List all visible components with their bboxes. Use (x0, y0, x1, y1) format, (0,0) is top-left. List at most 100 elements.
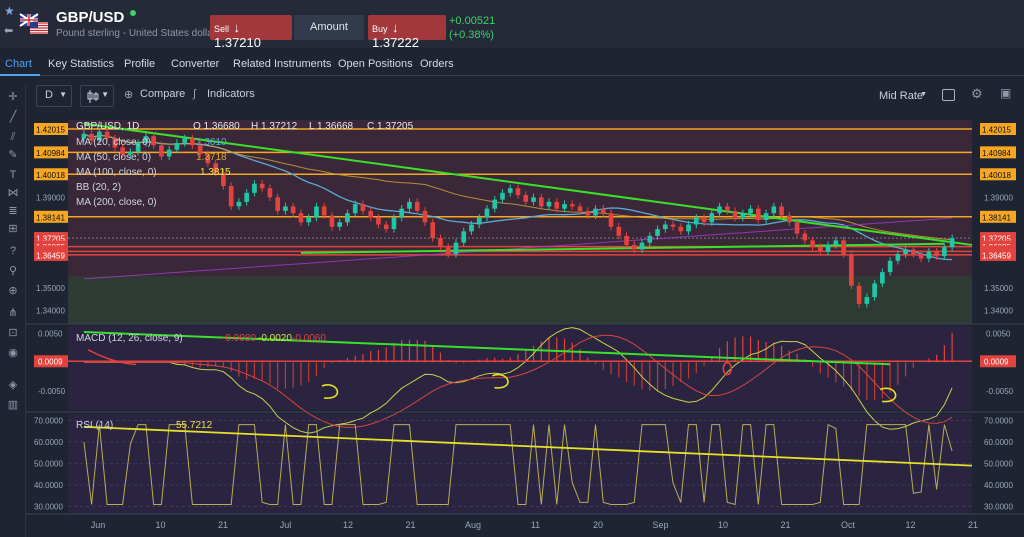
legend-ma200: MA (200, close, 0) (76, 197, 157, 208)
price-level-label: 1.42015 (982, 125, 1011, 134)
sell-price: ↓ 1.37210 (214, 20, 261, 50)
macd-axis-tick: -0.0050 (986, 387, 1014, 396)
rsi-axis-tick: 60.0000 (34, 438, 63, 447)
legend-rsi-value: 55.7212 (176, 420, 213, 431)
zoom-in-icon[interactable]: ⊕ (8, 285, 18, 297)
time-axis-tick: 10 (718, 520, 728, 530)
time-axis-tick: Oct (841, 520, 856, 530)
trendline-icon[interactable]: ╱ (9, 111, 17, 123)
multiline-icon[interactable]: ⫽ (10, 131, 16, 143)
candle-body (670, 224, 676, 227)
price-level-tag (34, 146, 68, 159)
fibonacci-icon[interactable]: ≣ (8, 205, 18, 217)
fullscreen-icon[interactable] (942, 89, 955, 101)
candle-body (438, 238, 443, 248)
help-icon[interactable]: ? (9, 245, 17, 257)
tab-orders[interactable]: Orders (420, 58, 454, 70)
rsi-trendline (83, 425, 973, 467)
candle-body (290, 206, 296, 214)
annotation-circle (722, 361, 733, 376)
pattern-icon[interactable]: ⋈ (7, 187, 19, 199)
tab-converter[interactable]: Converter (171, 58, 220, 70)
price-level-tag (980, 168, 1016, 181)
candle-body (802, 233, 808, 241)
measure-icon[interactable]: ⊞ (8, 223, 18, 235)
instrument-tabs: Chart Key Statistics Profile Converter R… (0, 52, 1024, 76)
candle-body (569, 204, 575, 207)
candle-body (484, 208, 490, 218)
candle-body (942, 247, 947, 257)
time-axis-tick: 21 (218, 520, 228, 530)
candle-body (391, 217, 397, 230)
buy-button[interactable]: Buy ↓ 1.37222 (368, 15, 446, 50)
candle-body (593, 208, 598, 216)
candle-body (887, 260, 893, 273)
time-axis-tick: 12 (905, 520, 915, 530)
price-chart[interactable]: 1.42015 1.42015 1.40984 1.40984 1.40018 1.400… (26, 112, 1024, 537)
rsi-axis-tick: 70.0000 (984, 416, 1013, 425)
candle-body (197, 145, 203, 155)
chart-toolbar: D ▼ ▼ ⊕ Compare ∫ Indicators Mid Rate ▼ … (0, 82, 1024, 110)
price-change: +0.00521 (+0.38%) (449, 14, 495, 42)
tab-chart[interactable]: Chart (5, 58, 32, 70)
candle-body (97, 131, 102, 141)
eye-icon[interactable]: ◉ (8, 347, 18, 359)
time-axis-tick: 21 (968, 520, 978, 530)
candle-body (112, 138, 118, 148)
trash-icon[interactable]: ▥ (7, 399, 19, 411)
candle-body (600, 208, 606, 214)
text-icon[interactable]: T (9, 169, 17, 181)
macd-value-tag (34, 355, 68, 368)
camera-icon[interactable]: ▣ (1000, 86, 1012, 100)
time-axis-tick: Jul (280, 520, 292, 530)
price-axis-tick: 1.34000 (984, 307, 1013, 316)
candle-body (352, 204, 358, 214)
candle-body (864, 297, 870, 304)
compare-button[interactable]: Compare (140, 88, 186, 100)
candle-body (329, 215, 335, 227)
sell-button[interactable]: Sell ↓ 1.37210 (210, 15, 292, 50)
gear-icon[interactable]: ⚙ (971, 86, 983, 101)
price-level-label: 1.42015 (36, 125, 65, 134)
price-level-tag (34, 122, 68, 135)
sell-label: Sell (214, 24, 230, 34)
candle-body (445, 247, 451, 254)
lock-icon[interactable]: ⊡ (8, 327, 18, 339)
ruler-icon[interactable]: ⚲ (8, 265, 18, 277)
interval-dropdown[interactable]: D ▼ (36, 85, 72, 107)
time-axis-tick: 20 (593, 520, 603, 530)
time-axis-tick: 11 (531, 520, 540, 530)
candle-body (298, 213, 304, 223)
layers-icon[interactable]: ◈ (8, 379, 18, 391)
tab-related-instruments[interactable]: Related Instruments (233, 58, 332, 70)
legend-high: H 1.37212 (251, 121, 298, 132)
chart-type-dropdown[interactable]: ▼ (80, 85, 114, 107)
watchlist-star-icon[interactable]: ★ (4, 4, 15, 18)
brush-icon[interactable]: ✎ (8, 149, 18, 161)
price-change-percent: (+0.38%) (449, 29, 494, 41)
candle-body (693, 217, 699, 225)
instrument-symbol: GBP/USD (56, 9, 125, 26)
time-axis-tick: 21 (405, 520, 415, 530)
candle-body (655, 229, 660, 236)
magnet-icon[interactable]: ⋔ (8, 307, 18, 319)
price-level-tag (980, 248, 1016, 261)
candle-body (128, 152, 133, 155)
tab-open-positions[interactable]: Open Positions (338, 58, 413, 70)
crosshair-icon[interactable]: ✛ (8, 91, 18, 103)
candle-body (926, 251, 932, 259)
back-arrow-icon[interactable]: ⬅ (4, 25, 14, 37)
price-mode-dropdown[interactable]: Mid Rate ▼ (872, 85, 932, 107)
amount-input[interactable]: Amount (294, 15, 364, 40)
macd-axis-tick: 0.0050 (38, 330, 63, 339)
price-level-label: 1.36459 (36, 251, 65, 260)
tab-profile[interactable]: Profile (124, 58, 156, 70)
legend-macd-value-2: -0.0020 (258, 333, 292, 344)
candle-body (616, 226, 622, 236)
price-level-label: 1.38141 (982, 213, 1011, 222)
candle-body (585, 210, 591, 216)
tab-key-statistics[interactable]: Key Statistics (48, 58, 115, 70)
indicators-button[interactable]: Indicators (207, 88, 255, 100)
chevron-down-icon: ▼ (101, 90, 109, 99)
candle-body (500, 192, 505, 200)
